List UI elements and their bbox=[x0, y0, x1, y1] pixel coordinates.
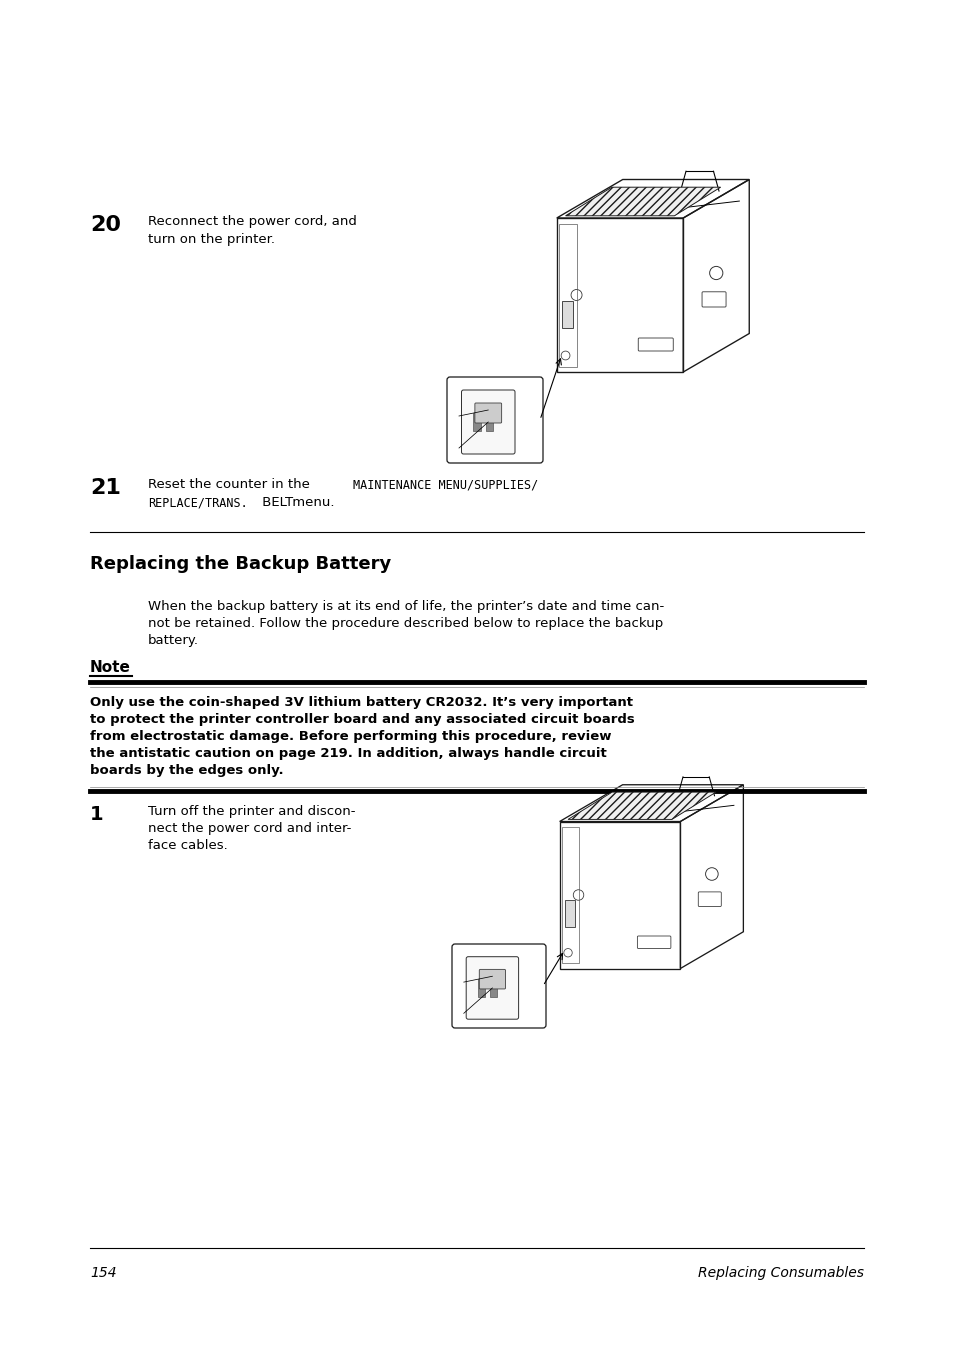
FancyBboxPatch shape bbox=[461, 390, 515, 454]
Text: 20: 20 bbox=[90, 215, 121, 235]
Text: Replacing Consumables: Replacing Consumables bbox=[698, 1266, 863, 1279]
Bar bbox=[477, 979, 485, 997]
Text: not be retained. Follow the procedure described below to replace the backup: not be retained. Follow the procedure de… bbox=[148, 617, 662, 630]
Bar bbox=[485, 413, 493, 431]
Bar bbox=[473, 413, 480, 431]
FancyBboxPatch shape bbox=[478, 970, 505, 989]
Bar bbox=[490, 979, 497, 997]
FancyBboxPatch shape bbox=[447, 377, 542, 463]
Text: REPLACE/TRANS.: REPLACE/TRANS. bbox=[148, 496, 248, 509]
Text: Turn off the printer and discon-: Turn off the printer and discon- bbox=[148, 805, 355, 817]
Text: nect the power cord and inter-: nect the power cord and inter- bbox=[148, 821, 351, 835]
Text: face cables.: face cables. bbox=[148, 839, 228, 852]
FancyBboxPatch shape bbox=[452, 944, 545, 1028]
FancyBboxPatch shape bbox=[475, 403, 501, 423]
Polygon shape bbox=[567, 792, 716, 820]
FancyBboxPatch shape bbox=[466, 957, 518, 1019]
Text: When the backup battery is at its end of life, the printer’s date and time can-: When the backup battery is at its end of… bbox=[148, 600, 663, 613]
Text: to protect the printer controller board and any associated circuit boards: to protect the printer controller board … bbox=[90, 713, 634, 725]
Polygon shape bbox=[565, 188, 720, 216]
Bar bbox=[561, 300, 573, 328]
Text: turn on the printer.: turn on the printer. bbox=[148, 232, 274, 246]
Text: BELT: BELT bbox=[257, 496, 293, 509]
Text: Reconnect the power cord, and: Reconnect the power cord, and bbox=[148, 215, 356, 228]
Text: from electrostatic damage. Before performing this procedure, review: from electrostatic damage. Before perfor… bbox=[90, 730, 611, 743]
Text: Reset the counter in the: Reset the counter in the bbox=[148, 478, 314, 490]
Text: Replacing the Backup Battery: Replacing the Backup Battery bbox=[90, 555, 391, 573]
Text: battery.: battery. bbox=[148, 634, 199, 647]
Text: 21: 21 bbox=[90, 478, 121, 499]
Text: menu.: menu. bbox=[288, 496, 335, 509]
Text: the antistatic caution on page 219. In addition, always handle circuit: the antistatic caution on page 219. In a… bbox=[90, 747, 606, 761]
Bar bbox=[564, 900, 575, 927]
Text: 154: 154 bbox=[90, 1266, 116, 1279]
Text: MAINTENANCE MENU/SUPPLIES/: MAINTENANCE MENU/SUPPLIES/ bbox=[353, 478, 537, 490]
Text: Only use the coin-shaped 3V lithium battery CR2032. It’s very important: Only use the coin-shaped 3V lithium batt… bbox=[90, 696, 633, 709]
Text: boards by the edges only.: boards by the edges only. bbox=[90, 765, 283, 777]
Text: Note: Note bbox=[90, 661, 131, 676]
Text: 1: 1 bbox=[90, 805, 104, 824]
